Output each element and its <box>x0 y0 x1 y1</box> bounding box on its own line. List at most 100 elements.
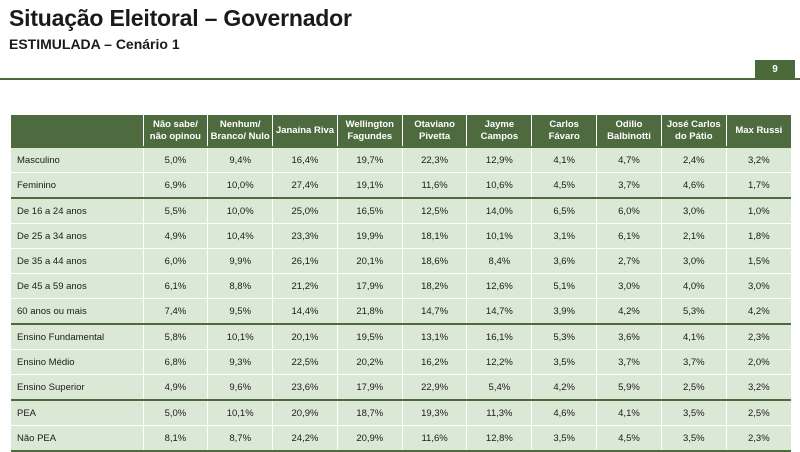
table-cell: 14,7% <box>401 298 467 325</box>
table-cell: 3,5% <box>660 399 727 426</box>
table-row: De 25 a 34 anos 4,9% 10,4% 23,3% 19,9% 18,1% 1… <box>11 223 791 249</box>
table-cell: 3,6% <box>531 248 597 274</box>
table-cell: 4,6% <box>660 172 727 199</box>
table-cell: 25,0% <box>272 197 338 224</box>
table-row: Ensino Fundamental 5,8% 10,1% 20,1% 19,5% 13,… <box>11 323 791 350</box>
column-header: José Carlos do Pátio <box>660 115 727 147</box>
table-cell: 12,8% <box>466 425 532 452</box>
column-header: Janaína Riva <box>272 115 338 147</box>
table-cell: 3,7% <box>596 349 662 375</box>
table-cell: 3,1% <box>531 223 597 249</box>
table-cell: 20,9% <box>272 399 338 426</box>
table-cell: 4,9% <box>142 374 208 401</box>
row-label: Ensino Superior <box>11 374 143 401</box>
table-cell: 21,2% <box>272 273 338 299</box>
table-cell: 3,7% <box>596 172 662 199</box>
table-cell: 4,2% <box>725 298 791 325</box>
table-cell: 21,8% <box>336 298 403 325</box>
table-header-row: Não sabe/ não opinou Nenhum/ Branco/ Nul… <box>11 115 791 147</box>
table-cell: 3,5% <box>660 425 727 452</box>
table-cell: 3,2% <box>725 374 791 401</box>
table-cell: 10,1% <box>207 323 273 350</box>
column-header: Jayme Campos <box>466 115 532 147</box>
table-cell: 12,5% <box>401 197 467 224</box>
table-cell: 2,0% <box>725 349 791 375</box>
table-row: De 35 a 44 anos 6,0% 9,9% 26,1% 20,1% 18,6% 8,… <box>11 248 791 274</box>
table-row: De 16 a 24 anos 5,5% 10,0% 25,0% 16,5% 12,5% 1… <box>11 197 791 224</box>
table-row: De 45 a 59 anos 6,1% 8,8% 21,2% 17,9% 18,2% 12… <box>11 273 791 299</box>
table-cell: 19,1% <box>336 172 403 199</box>
table-corner-cell <box>11 115 143 147</box>
table-cell: 9,3% <box>207 349 273 375</box>
table-cell: 6,1% <box>142 273 208 299</box>
header-divider <box>0 78 800 80</box>
table-cell: 6,0% <box>142 248 208 274</box>
row-label: PEA <box>11 399 143 426</box>
table-cell: 2,5% <box>725 399 791 426</box>
table-cell: 10,0% <box>207 197 273 224</box>
table-cell: 5,4% <box>466 374 532 401</box>
row-label: Masculino <box>11 146 143 173</box>
table-cell: 5,1% <box>531 273 597 299</box>
table-cell: 16,1% <box>466 323 532 350</box>
table-cell: 14,4% <box>272 298 338 325</box>
row-label: De 25 a 34 anos <box>11 223 143 249</box>
table-cell: 3,0% <box>725 273 791 299</box>
table-cell: 14,7% <box>466 298 532 325</box>
row-label: Ensino Médio <box>11 349 143 375</box>
table-cell: 16,5% <box>336 197 403 224</box>
table-cell: 4,5% <box>531 172 597 199</box>
table-cell: 5,0% <box>142 146 208 173</box>
column-header: Não sabe/ não opinou <box>142 115 208 147</box>
table-cell: 12,2% <box>466 349 532 375</box>
table-cell: 3,5% <box>531 349 597 375</box>
table-cell: 5,5% <box>142 197 208 224</box>
table-cell: 8,8% <box>207 273 273 299</box>
table-cell: 9,9% <box>207 248 273 274</box>
column-header: Nenhum/ Branco/ Nulo <box>207 115 273 147</box>
table-cell: 11,3% <box>466 399 532 426</box>
table-cell: 17,9% <box>336 273 403 299</box>
table-cell: 8,4% <box>466 248 532 274</box>
table-cell: 9,5% <box>207 298 273 325</box>
column-header: Wellington Fagundes <box>336 115 403 147</box>
table-cell: 2,4% <box>660 146 727 173</box>
table-cell: 20,1% <box>272 323 338 350</box>
row-label: 60 anos ou mais <box>11 298 143 325</box>
table-cell: 1,7% <box>725 172 791 199</box>
table-cell: 4,1% <box>660 323 727 350</box>
table-cell: 18,6% <box>401 248 467 274</box>
table-cell: 12,9% <box>466 146 532 173</box>
table-cell: 9,4% <box>207 146 273 173</box>
row-label: De 45 a 59 anos <box>11 273 143 299</box>
table-cell: 19,7% <box>336 146 403 173</box>
table-cell: 4,0% <box>660 273 727 299</box>
column-header: Odilio Balbinotti <box>596 115 662 147</box>
column-header: Carlos Fávaro <box>531 115 597 147</box>
table-cell: 19,5% <box>336 323 403 350</box>
table-cell: 3,0% <box>596 273 662 299</box>
table-cell: 6,8% <box>142 349 208 375</box>
results-table: Não sabe/ não opinou Nenhum/ Branco/ Nul… <box>11 115 791 452</box>
table-cell: 22,3% <box>401 146 467 173</box>
table-cell: 18,7% <box>336 399 403 426</box>
row-label: Ensino Fundamental <box>11 323 143 350</box>
table-cell: 18,2% <box>401 273 467 299</box>
table-cell: 10,6% <box>466 172 532 199</box>
table-cell: 27,4% <box>272 172 338 199</box>
table-cell: 1,8% <box>725 223 791 249</box>
table-cell: 23,3% <box>272 223 338 249</box>
table-cell: 17,9% <box>336 374 403 401</box>
table-cell: 20,1% <box>336 248 403 274</box>
table-cell: 18,1% <box>401 223 467 249</box>
table-cell: 4,9% <box>142 223 208 249</box>
table-cell: 6,5% <box>531 197 597 224</box>
row-label: De 35 a 44 anos <box>11 248 143 274</box>
table-cell: 2,1% <box>660 223 727 249</box>
table-cell: 11,6% <box>401 172 467 199</box>
row-label: De 16 a 24 anos <box>11 197 143 224</box>
table-cell: 26,1% <box>272 248 338 274</box>
table-cell: 3,5% <box>531 425 597 452</box>
page-subtitle: ESTIMULADA – Cenário 1 <box>9 36 180 52</box>
table-cell: 22,9% <box>401 374 467 401</box>
